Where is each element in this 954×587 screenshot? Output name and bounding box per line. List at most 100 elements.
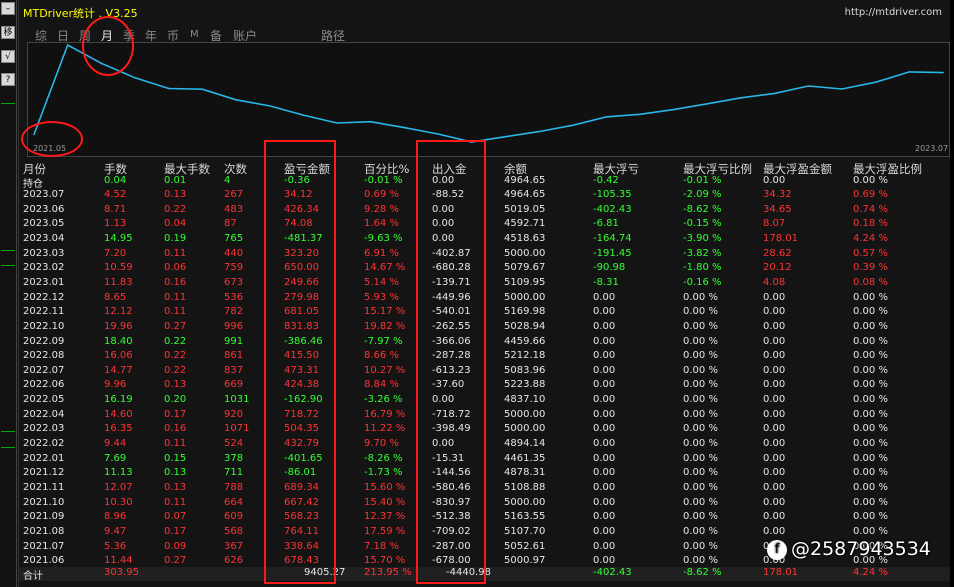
cell-max-float-loss: 0.00 [593,423,616,435]
table-row[interactable]: 2023.05 1.13 0.04 87 74.08 1.64 % 0.00 4592.71 -… [19,218,950,232]
cell-pnl: 415.50 [284,350,319,362]
cell-pnl: 432.79 [284,438,319,450]
cell-max-lots: 0.17 [164,525,187,537]
table-row[interactable]: 2022.03 16.35 0.16 1071 504.35 11.22 % -398.49… [19,423,950,437]
cell-max-float-profit: 34.65 [763,203,792,215]
cell-cash-flow: -449.96 [432,291,471,303]
cell-max-float-loss-pct: 0.00 % [683,525,718,537]
table-row[interactable]: 2022.02 9.44 0.11 524 432.79 9.70 % 0.00 4894.1… [19,438,950,452]
cell-max-float-loss: 0.00 [593,511,616,523]
cell-percent: -9.63 % [364,232,403,244]
cell-max-float-profit: 0.00 [763,364,786,376]
table-row[interactable]: 2022.04 14.60 0.17 920 718.72 16.79 % -718.72 5… [19,409,950,423]
cell-count: 483 [224,203,244,215]
move-button[interactable]: 移 [1,26,15,39]
cell-pnl: -481.37 [284,232,323,244]
cell-balance: 4878.31 [504,467,546,479]
cell-total-max-float-loss: -402.43 [593,567,632,578]
minimize-button[interactable]: – [1,2,15,15]
table-row[interactable]: 2021.06 11.44 0.27 626 678.43 15.70 % -678.00 5… [19,555,950,569]
table-row[interactable]: 2023.07 4.52 0.13 267 34.12 0.69 % -88.52 4964.… [19,189,950,203]
balance-point [201,88,204,90]
tab-path[interactable]: 路径 [321,29,346,43]
cell-lots: 9.44 [104,438,127,450]
table-row[interactable]: 2023.03 7.20 0.11 440 323.20 6.91 % -402.87 500… [19,248,950,262]
table-row[interactable]: 2021.11 12.07 0.13 788 689.34 15.60 % -580.46 5… [19,482,950,496]
website-link[interactable]: http://mtdriver.com [844,7,942,18]
cell-pnl: 249.66 [284,276,319,288]
table-row[interactable]: 2022.11 12.12 0.11 782 681.05 15.17 % -540.01 5… [19,306,950,320]
help-button[interactable]: ? [1,73,15,86]
cell-lots: 7.20 [104,247,127,259]
tab-year[interactable]: 年 [145,29,158,43]
cell-max-float-loss: 0.00 [593,335,616,347]
table-row[interactable]: 2023.02 10.59 0.06 759 650.00 14.67 % -680.28 5… [19,262,950,276]
col-max-float-loss: 最大浮亏 [593,162,639,176]
table-row[interactable]: 2022.08 16.06 0.22 861 415.50 8.66 % -287.28 52… [19,350,950,364]
table-row[interactable]: 2022.05 16.19 0.20 1031 -162.90 -3.26 % 0.00 48… [19,394,950,408]
cell-total-lots: 303.95 [104,567,139,578]
app-title: MTDriver统计 . V3.25 [23,7,138,20]
balance-point [134,77,136,79]
table-row[interactable]: 2021.12 11.13 0.13 711 -86.01 -1.73 % -144.56 4… [19,467,950,481]
tab-account[interactable]: 账户 [233,29,258,43]
cell-max-float-loss: 0.00 [593,350,616,362]
cell-balance: 5052.61 [504,540,546,552]
cell-count: 524 [224,438,244,450]
cell-percent: 15.40 % [364,496,406,508]
table-row[interactable]: 2021.10 10.30 0.11 664 667.42 15.40 % -830.97 5… [19,497,950,511]
cell-max-float-profit: 0.00 [763,335,786,347]
table-row[interactable]: 2021.09 8.96 0.07 609 568.23 12.37 % -512.38 51… [19,511,950,525]
table-row[interactable]: 2023.04 14.95 0.19 765 -481.37 -9.63 % 0.00 451… [19,233,950,247]
cell-balance: 4461.35 [504,452,546,464]
tab-day[interactable]: 日 [57,29,70,43]
cell-cash-flow: -678.00 [432,555,471,567]
tab-overview[interactable]: 综 [35,29,48,43]
cell-balance: 5083.96 [504,364,546,376]
cell-balance: 5000.00 [504,496,546,508]
cell-max-float-loss: -105.35 [593,189,632,200]
cell-month: 2022.09 [23,335,65,347]
cell-pnl: 568.23 [284,511,319,523]
cell-max-float-profit: 178.01 [763,232,798,244]
cell-pnl: 426.34 [284,203,319,215]
tab-currency[interactable]: 币 [167,29,180,43]
table-row[interactable]: 2023.01 11.83 0.16 673 249.66 5.14 % -139.71 51… [19,277,950,291]
cell-max-float-profit-pct: 0.00 % [853,511,888,523]
table-row[interactable]: 2022.07 14.77 0.22 837 473.31 10.27 % -613.23 5… [19,365,950,379]
table-row[interactable]: 2022.01 7.69 0.15 378 -401.65 -8.26 % -15.31 44… [19,453,950,467]
cell-balance: 5028.94 [504,320,546,332]
table-row[interactable]: 2022.06 9.96 0.13 669 424.38 8.84 % -37.60 5223… [19,379,950,393]
tab-note[interactable]: 备 [210,29,223,43]
cell-month: 2022.06 [23,379,65,391]
table-row[interactable]: 2023.06 8.71 0.22 483 426.34 9.28 % 0.00 5019.0… [19,204,950,218]
table-row[interactable]: 2022.09 18.40 0.22 991 -386.46 -7.97 % -366.06… [19,336,950,350]
cell-max-float-profit-pct: 0.00 % [853,540,888,552]
cell-cash-flow: -366.06 [432,335,471,347]
position-row[interactable]: 持仓 0.04 0.01 4 -0.36 -0.01 % 0.00 4964.65 -0.42 -… [19,175,950,190]
col-pnl: 盈亏金额 [284,162,330,176]
cell-max-lots: 0.13 [164,467,187,479]
cell-max-float-loss: 0.00 [593,452,616,464]
cell-max-float-loss: -0.42 [593,175,619,186]
cell-max-float-profit: 0.00 [763,291,786,303]
cell-max-float-profit: 0.00 [763,555,786,567]
cell-max-float-loss: 0.00 [593,540,616,552]
cell-max-float-loss-pct: 0.00 % [683,350,718,362]
balance-chart-svg [33,43,944,143]
cell-balance: 4964.65 [504,189,546,200]
cell-cash-flow: -144.56 [432,467,471,479]
col-balance: 余额 [504,162,527,176]
cell-max-float-profit: 0.00 [763,511,786,523]
cell-max-float-loss-pct: 0.00 % [683,320,718,332]
cell-max-float-profit-pct: 0.69 % [853,189,888,200]
cell-max-float-loss: -6.81 [593,218,619,230]
check-button[interactable]: √ [1,50,15,63]
table-row[interactable]: 2022.12 8.65 0.11 536 279.98 5.93 % -449.96 500… [19,292,950,306]
col-month: 月份 [23,162,46,176]
cell-percent: 7.18 % [364,540,399,552]
tab-magic[interactable]: M [190,29,199,40]
table-row[interactable]: 2021.08 9.47 0.17 568 764.11 17.59 % -709.02 51… [19,526,950,540]
table-row[interactable]: 2022.10 19.96 0.27 996 831.83 19.82 % -262.55 5… [19,321,950,335]
col-max-float-loss-pct: 最大浮亏比例 [683,162,752,176]
